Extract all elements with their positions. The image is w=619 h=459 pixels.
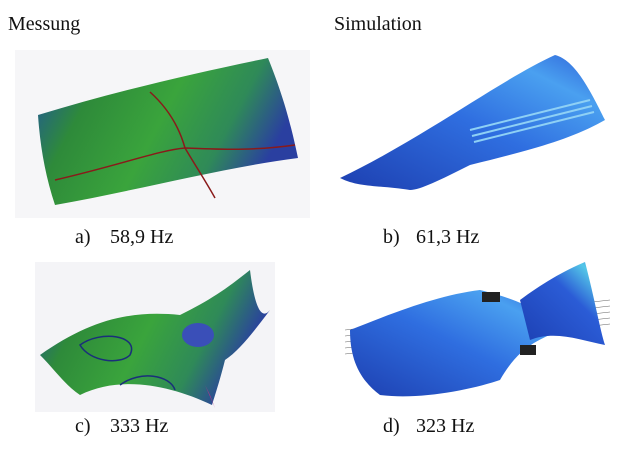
column-header: Messung — [8, 13, 80, 35]
panel-label: 323 Hz — [416, 415, 474, 437]
panel-letter: c) — [75, 415, 91, 437]
panel-image — [345, 262, 610, 396]
panel-image — [35, 262, 275, 412]
panel-label: 58,9 Hz — [110, 226, 173, 248]
panel-letter: a) — [75, 226, 91, 248]
panel-image — [340, 55, 605, 190]
panel-image — [15, 50, 310, 218]
panel-letter: b) — [383, 226, 400, 248]
panel-label: 61,3 Hz — [416, 226, 479, 248]
panel-letter: d) — [383, 415, 400, 437]
panel-label: 333 Hz — [110, 415, 168, 437]
column-header: Simulation — [334, 13, 422, 35]
figure: Messung Simulation a) 58,9 Hz b) 61,3 Hz… — [0, 0, 619, 459]
